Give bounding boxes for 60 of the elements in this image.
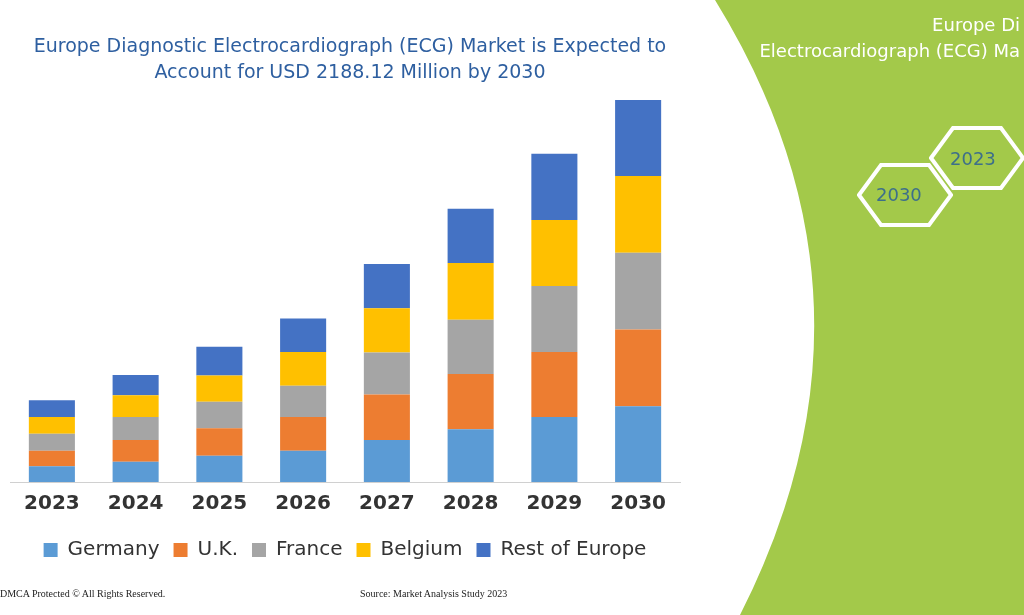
bar: [447, 263, 494, 320]
bar: [28, 417, 75, 434]
bar: [531, 286, 578, 353]
source-note: Source: Market Analysis Study 2023: [360, 588, 508, 599]
bar: [112, 375, 159, 396]
legend-label: Germany: [67, 536, 160, 561]
bar: [447, 208, 494, 264]
bar: [615, 252, 662, 330]
x-tick-label: 2024: [107, 490, 164, 515]
legend-label: Rest of Europe: [500, 536, 647, 561]
bar: [447, 373, 494, 430]
bar: [280, 318, 327, 353]
bar: [531, 153, 578, 220]
bar: [196, 346, 243, 376]
bar: [615, 329, 662, 407]
bar: [280, 417, 327, 451]
bar: [447, 319, 494, 374]
bar: [531, 352, 578, 418]
x-tick-label: 2028: [442, 490, 499, 515]
bar: [531, 219, 578, 287]
bar: [196, 455, 243, 482]
bar: [112, 461, 159, 482]
text: DMCA Protected © All Rights Reserved.: [0, 588, 166, 599]
bar: [363, 439, 410, 482]
legend-label: U.K.: [197, 536, 238, 561]
chart-title: Europe Diagnostic Electrocardiograph (ECG) Market is Expected to Account for USD 2188.12 Million by 2030: [32, 33, 668, 84]
bar: [280, 385, 327, 418]
x-tick-label: 2023: [24, 490, 80, 515]
bar: [615, 176, 662, 253]
bar: [112, 395, 159, 418]
x-tick-label: 2027: [359, 490, 415, 515]
bar: [196, 375, 243, 402]
bar: [363, 394, 410, 440]
bar: [447, 429, 494, 482]
bar: [28, 433, 75, 451]
bar: [615, 406, 662, 482]
bar: [112, 439, 159, 462]
x-tick-label: 2025: [191, 490, 248, 515]
x-tick-label: 2030: [610, 490, 666, 515]
bar: [28, 466, 75, 482]
bar: [280, 352, 327, 386]
bar: [28, 450, 75, 467]
text: 2030: [876, 184, 922, 205]
legend-label: France: [276, 536, 343, 561]
bar: [28, 400, 75, 418]
bar: [363, 263, 410, 309]
bar: [196, 428, 243, 456]
bar: [112, 417, 159, 440]
x-tick-label: 2029: [526, 490, 583, 515]
text: 2023: [950, 148, 996, 169]
bar: [363, 308, 410, 353]
legend-label: Belgium: [380, 536, 463, 561]
bar: [363, 352, 410, 395]
text: Electrocardiograph (ECG) Ma: [759, 40, 1020, 61]
bar: [196, 401, 243, 429]
bar: [280, 450, 327, 482]
text: Europe Di: [932, 14, 1020, 35]
bar: [531, 417, 578, 482]
bar: [615, 100, 662, 177]
x-tick-label: 2026: [275, 490, 331, 515]
